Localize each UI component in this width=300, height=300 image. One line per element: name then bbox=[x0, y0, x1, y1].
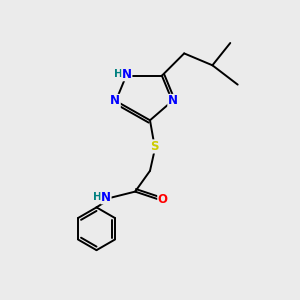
Text: O: O bbox=[158, 193, 168, 206]
Text: N: N bbox=[101, 191, 111, 204]
Text: N: N bbox=[110, 94, 120, 107]
Text: N: N bbox=[168, 94, 178, 107]
Text: N: N bbox=[122, 68, 132, 81]
Text: H: H bbox=[113, 69, 122, 79]
Text: S: S bbox=[150, 140, 159, 153]
Text: H: H bbox=[93, 192, 101, 202]
